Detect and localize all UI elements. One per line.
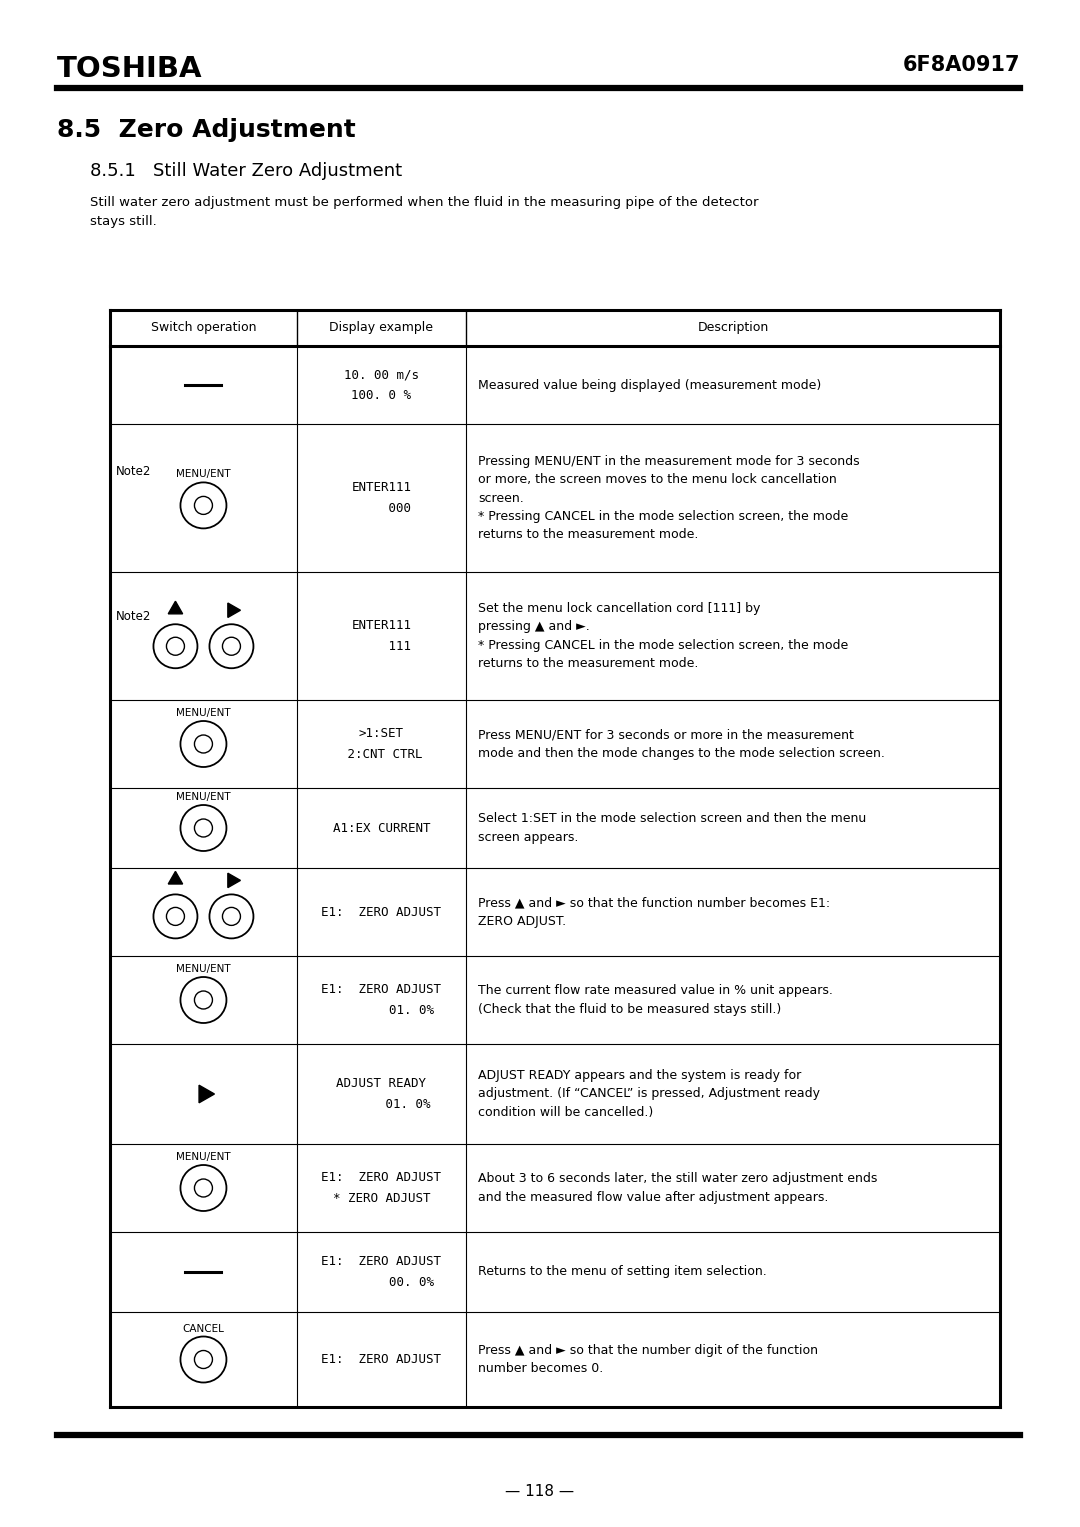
Text: Display example: Display example — [329, 322, 433, 334]
Text: Select 1:SET in the mode selection screen and then the menu
screen appears.: Select 1:SET in the mode selection scree… — [478, 812, 866, 844]
Text: MENU/ENT: MENU/ENT — [176, 1151, 231, 1162]
Text: 10. 00 m/s
100. 0 %: 10. 00 m/s 100. 0 % — [343, 368, 419, 402]
Text: Set the menu lock cancellation cord [111] by
pressing ▲ and ►.
* Pressing CANCEL: Set the menu lock cancellation cord [111… — [478, 602, 848, 670]
Text: ENTER111
     111: ENTER111 111 — [351, 620, 411, 652]
Text: E1:  ZERO ADJUST
        00. 0%: E1: ZERO ADJUST 00. 0% — [322, 1255, 442, 1289]
Text: Press MENU/ENT for 3 seconds or more in the measurement
mode and then the mode c: Press MENU/ENT for 3 seconds or more in … — [478, 728, 885, 760]
Text: E1:  ZERO ADJUST: E1: ZERO ADJUST — [322, 1353, 442, 1367]
Text: About 3 to 6 seconds later, the still water zero adjustment ends
and the measure: About 3 to 6 seconds later, the still wa… — [478, 1173, 877, 1203]
Text: 8.5.1   Still Water Zero Adjustment: 8.5.1 Still Water Zero Adjustment — [90, 162, 402, 180]
Polygon shape — [168, 872, 183, 884]
Text: — 118 —: — 118 — — [505, 1484, 575, 1500]
Polygon shape — [168, 602, 183, 614]
Text: E1:  ZERO ADJUST
* ZERO ADJUST: E1: ZERO ADJUST * ZERO ADJUST — [322, 1171, 442, 1205]
Text: CANCEL: CANCEL — [183, 1324, 225, 1333]
Text: ADJUST READY
       01. 0%: ADJUST READY 01. 0% — [333, 1077, 430, 1110]
Text: MENU/ENT: MENU/ENT — [176, 469, 231, 479]
Text: >1:SET
 2:CNT CTRL: >1:SET 2:CNT CTRL — [340, 727, 422, 760]
Text: ENTER111
     000: ENTER111 000 — [351, 481, 411, 515]
Text: Press ▲ and ► so that the number digit of the function
number becomes 0.: Press ▲ and ► so that the number digit o… — [478, 1344, 818, 1376]
Text: E1:  ZERO ADJUST: E1: ZERO ADJUST — [322, 906, 442, 919]
Text: 6F8A0917: 6F8A0917 — [903, 55, 1020, 75]
Text: ADJUST READY appears and the system is ready for
adjustment. (If “CANCEL” is pre: ADJUST READY appears and the system is r… — [478, 1069, 820, 1119]
Text: Note2: Note2 — [116, 611, 151, 623]
Text: Returns to the menu of setting item selection.: Returns to the menu of setting item sele… — [478, 1266, 767, 1278]
Text: TOSHIBA: TOSHIBA — [57, 55, 203, 82]
Text: E1:  ZERO ADJUST
        01. 0%: E1: ZERO ADJUST 01. 0% — [322, 983, 442, 1017]
Text: MENU/ENT: MENU/ENT — [176, 709, 231, 718]
Text: Note2: Note2 — [116, 464, 151, 478]
Text: The current flow rate measured value in % unit appears.
(Check that the fluid to: The current flow rate measured value in … — [478, 985, 833, 1015]
Text: Press ▲ and ► so that the function number becomes E1:
ZERO ADJUST.: Press ▲ and ► so that the function numbe… — [478, 896, 831, 928]
Text: Pressing MENU/ENT in the measurement mode for 3 seconds
or more, the screen move: Pressing MENU/ENT in the measurement mod… — [478, 455, 860, 542]
Polygon shape — [199, 1086, 215, 1102]
Polygon shape — [228, 603, 241, 617]
Text: MENU/ENT: MENU/ENT — [176, 964, 231, 974]
Polygon shape — [228, 873, 241, 887]
Text: Measured value being displayed (measurement mode): Measured value being displayed (measurem… — [478, 379, 821, 391]
Text: 8.5  Zero Adjustment: 8.5 Zero Adjustment — [57, 118, 355, 142]
Text: stays still.: stays still. — [90, 215, 157, 228]
Text: Switch operation: Switch operation — [151, 322, 256, 334]
Text: Description: Description — [698, 322, 769, 334]
Text: MENU/ENT: MENU/ENT — [176, 793, 231, 802]
Text: Still water zero adjustment must be performed when the fluid in the measuring pi: Still water zero adjustment must be perf… — [90, 195, 758, 209]
Text: A1:EX CURRENT: A1:EX CURRENT — [333, 822, 430, 834]
